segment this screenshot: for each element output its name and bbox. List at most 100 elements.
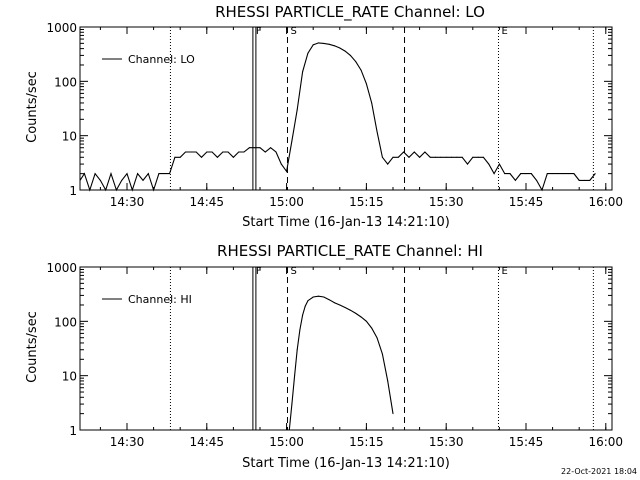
series-point (89, 189, 91, 191)
series-point (158, 173, 160, 175)
x-tick-label: 16:00 (588, 195, 623, 209)
series-point (126, 173, 128, 175)
series-point (344, 307, 346, 308)
series-point (392, 156, 394, 158)
hi-x-axis-label: Start Time (16-Jan-13 14:21:10) (242, 456, 450, 471)
series-point (498, 163, 500, 165)
series-point (578, 179, 580, 181)
y-tick-label: 1000 (46, 21, 77, 35)
series-point (456, 156, 458, 158)
series-point (536, 179, 538, 181)
y-tick-label: 1 (69, 424, 77, 438)
series-point (323, 296, 325, 298)
plot-frame (79, 266, 613, 431)
series-point (594, 173, 596, 175)
series-point (392, 413, 394, 415)
series-point (403, 151, 405, 153)
y-tick-label: 1000 (46, 261, 77, 275)
series-point (185, 151, 186, 153)
series-point (541, 189, 543, 191)
series-point (304, 305, 306, 307)
series-point (243, 151, 245, 153)
series-point (349, 309, 351, 311)
series-point (573, 173, 575, 175)
event-marker-label: F (256, 266, 262, 277)
series-point (530, 173, 532, 175)
series-point (376, 130, 378, 132)
hi-channel-panel: RHESSI PARTICLE_RATE Channel: HI Start T… (25, 242, 623, 471)
series-point (174, 156, 176, 158)
hi-chart-title: RHESSI PARTICLE_RATE Channel: HI (217, 242, 483, 261)
series-point (307, 300, 309, 302)
series-line (288, 295, 394, 431)
series-point (493, 173, 495, 175)
series-point (334, 45, 335, 47)
x-tick-label: 15:15 (349, 435, 384, 449)
series-point (584, 179, 585, 181)
event-marker-label: S (290, 26, 296, 37)
legend-label: Channel: HI (128, 293, 192, 306)
series-point (105, 189, 107, 191)
x-tick-label: 15:45 (509, 195, 544, 209)
series-point (294, 375, 296, 377)
x-tick-label: 15:15 (349, 195, 384, 209)
x-tick-label: 14:30 (110, 435, 145, 449)
x-tick-label: 14:45 (189, 195, 224, 209)
series-point (387, 163, 389, 165)
x-tick-label: 16:00 (588, 435, 623, 449)
lo-channel-panel: RHESSI PARTICLE_RATE Channel: LO Start T… (25, 3, 623, 230)
series-point (296, 109, 298, 111)
series-point (115, 189, 117, 191)
legend-label: Channel: LO (128, 53, 195, 66)
series-point (440, 156, 442, 158)
series-point (79, 179, 81, 181)
series-point (349, 54, 351, 56)
series-point (227, 151, 229, 153)
series-point (435, 156, 437, 158)
x-tick-label: 14:45 (189, 435, 224, 449)
series-point (339, 47, 341, 49)
series-point (355, 312, 357, 314)
series-point (504, 173, 506, 175)
series-point (286, 170, 288, 172)
series-point (488, 163, 490, 165)
series-point (280, 163, 282, 165)
series-point (419, 156, 421, 158)
x-tick-label: 15:45 (509, 435, 544, 449)
series-point (121, 179, 123, 181)
series-point (424, 151, 426, 153)
series-point (328, 299, 330, 301)
series-point (206, 151, 208, 153)
x-tick-label: 15:30 (429, 435, 464, 449)
x-tick-label: 15:00 (269, 435, 304, 449)
series-point (302, 71, 304, 73)
series-point (259, 147, 261, 149)
series-point (232, 156, 234, 158)
series-point (344, 50, 346, 52)
series-point (376, 337, 378, 339)
series-point (291, 403, 293, 405)
series-point (520, 173, 522, 175)
series-point (110, 173, 112, 175)
series-point (288, 429, 290, 431)
lo-x-axis-label: Start Time (16-Jan-13 14:21:10) (242, 215, 450, 230)
series-point (83, 173, 85, 175)
series-point (365, 83, 367, 85)
series-point (482, 156, 484, 158)
series-point (445, 156, 447, 158)
series-point (387, 380, 389, 382)
series-point (472, 156, 474, 158)
series-point (131, 189, 133, 191)
x-tick-label: 14:30 (110, 195, 145, 209)
series-point (381, 353, 383, 355)
series-point (525, 173, 527, 175)
series-point (195, 151, 197, 153)
series-point (307, 52, 309, 54)
series-point (408, 156, 410, 158)
series-point (589, 179, 591, 181)
series-point (216, 156, 218, 158)
series-point (328, 43, 330, 45)
series-point (302, 314, 304, 316)
series-point (365, 320, 367, 322)
